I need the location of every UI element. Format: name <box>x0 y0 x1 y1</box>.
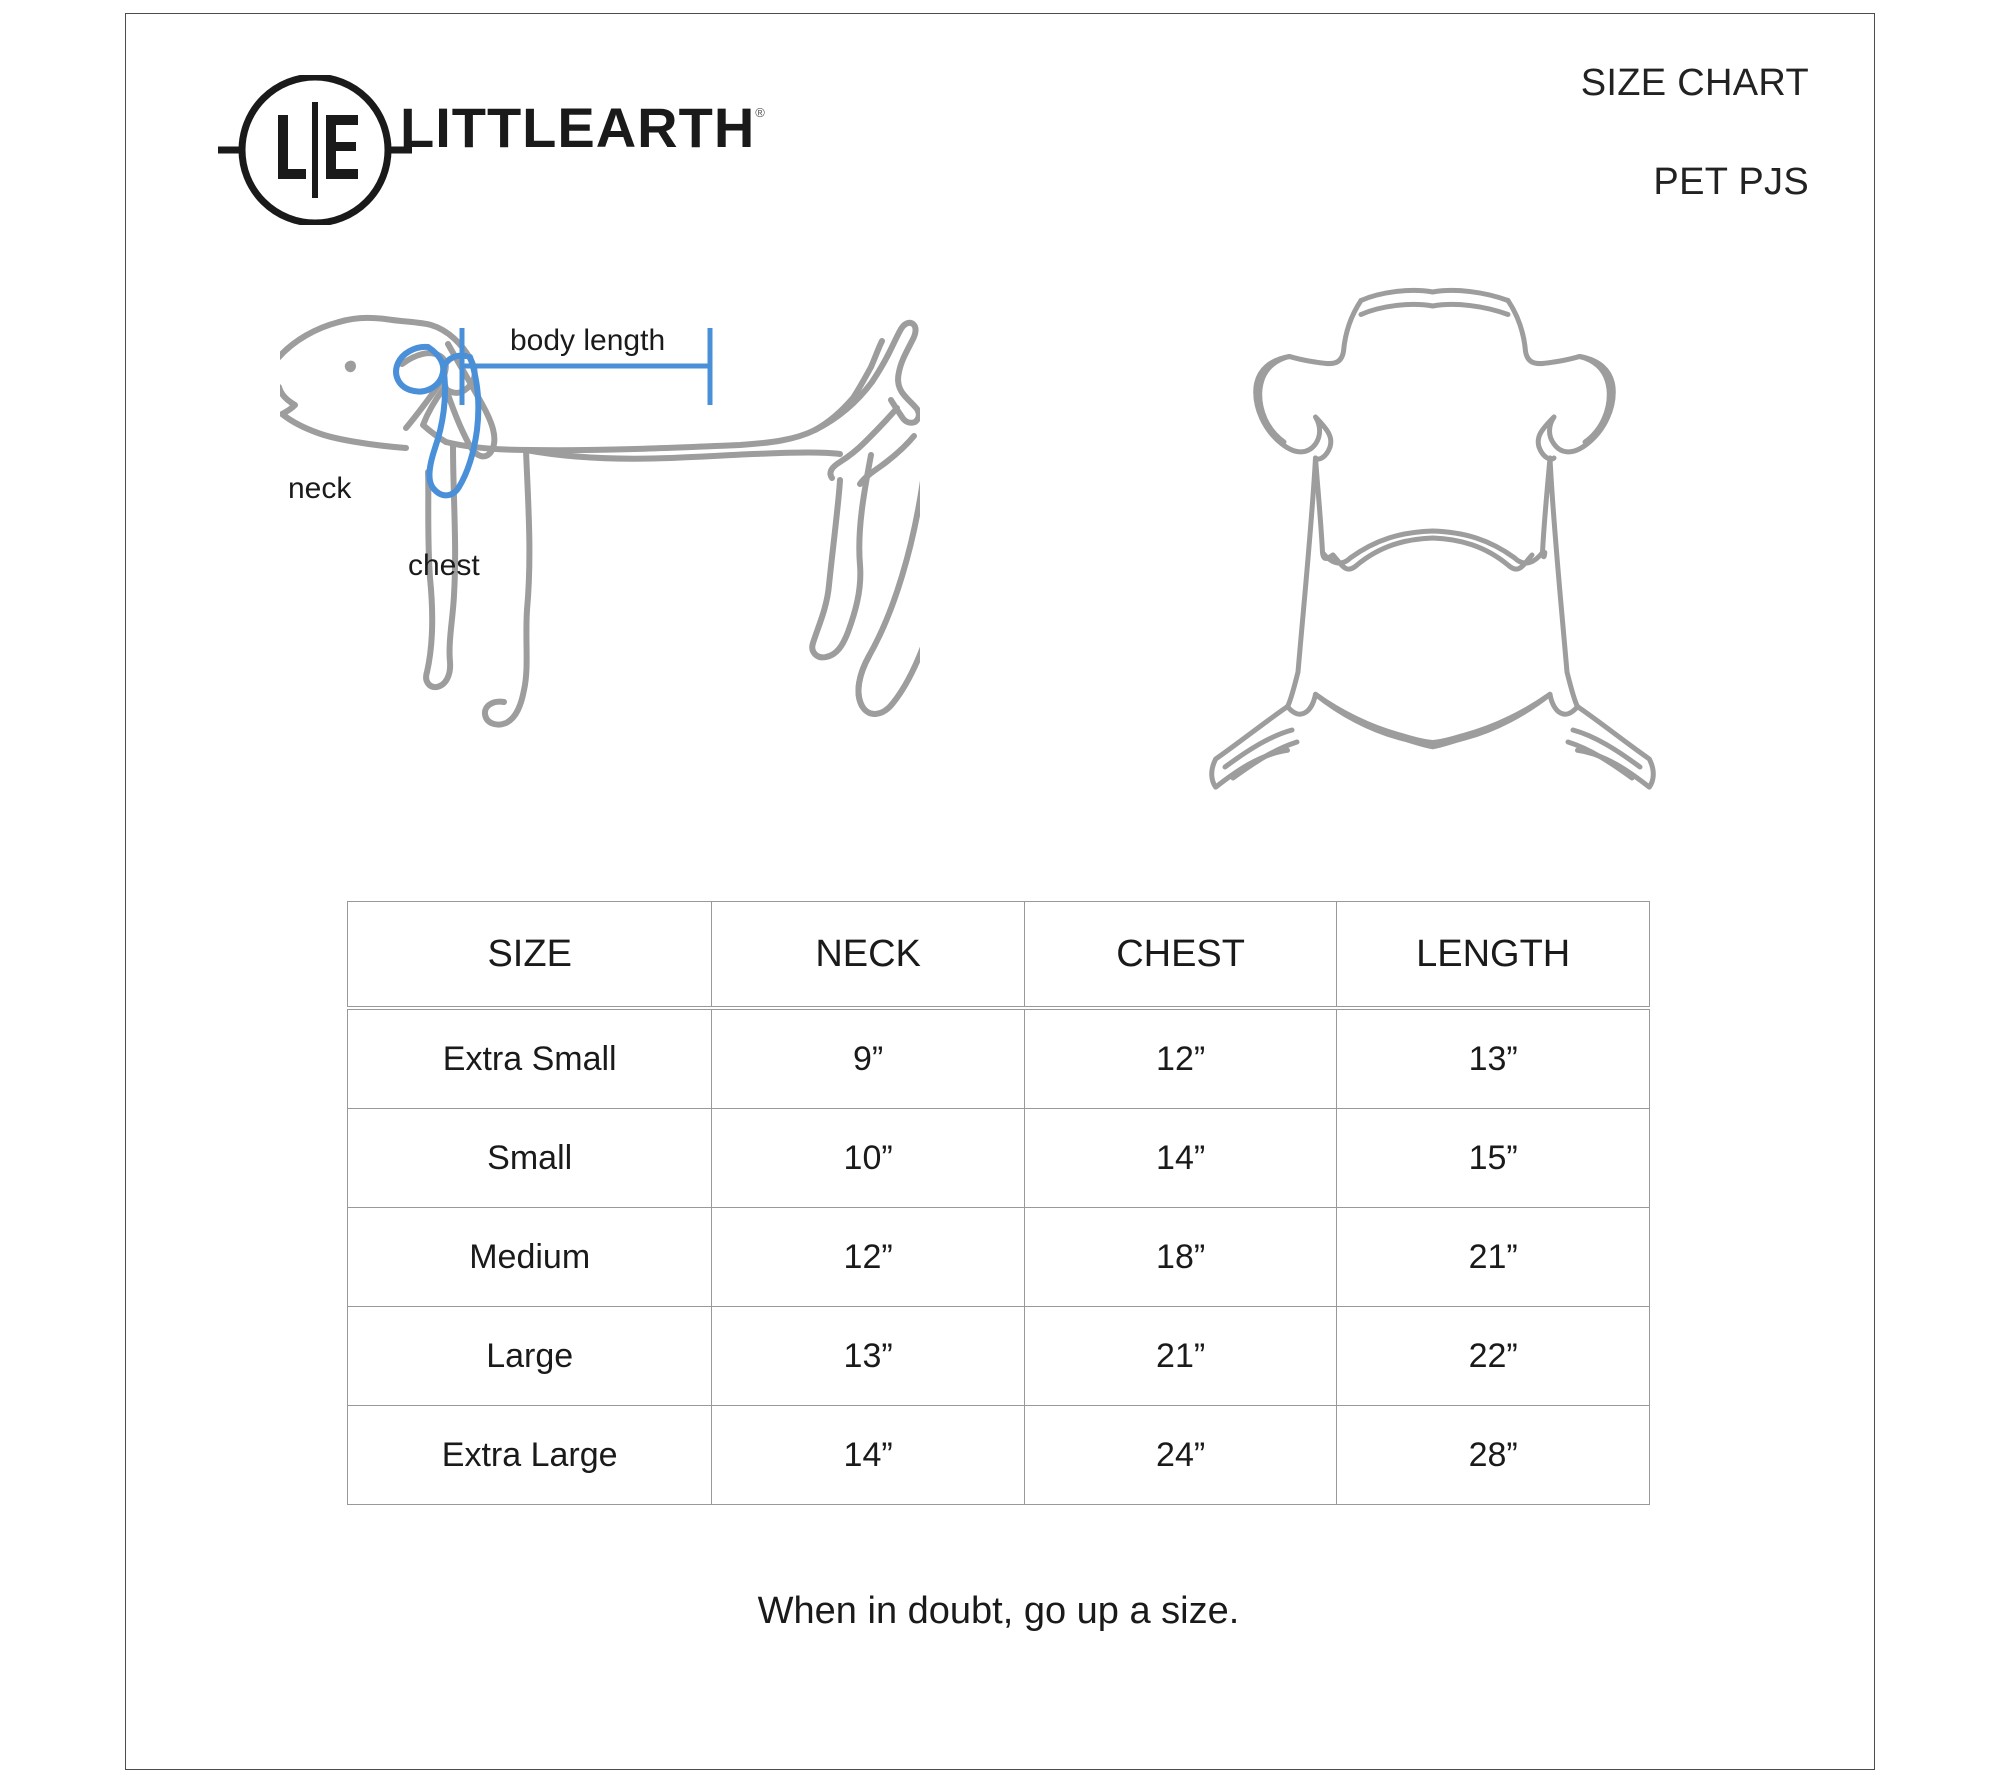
svg-text:neck: neck <box>288 472 352 505</box>
svg-text:chest: chest <box>408 549 480 582</box>
svg-text:body length: body length <box>510 324 665 357</box>
